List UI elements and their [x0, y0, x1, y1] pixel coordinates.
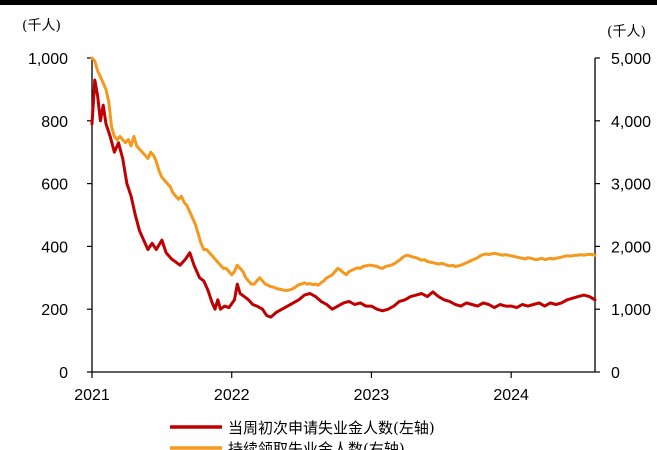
top-border-rule [0, 0, 657, 5]
left-axis-tick-label: 600 [41, 177, 68, 194]
legend-label-continuing-claims: 持续领取失业金人数(右轴) [228, 440, 405, 450]
left-axis-tick-label: 400 [41, 239, 68, 256]
left-y-axis: 0 200 400 600 800 1,000 [28, 51, 93, 382]
right-y-axis: 0 1,000 2,000 3,000 4,000 5,000 [594, 51, 651, 382]
right-axis-unit: (千人) [607, 24, 646, 40]
x-axis-tick-label: 2024 [493, 387, 529, 404]
x-axis-tick-label: 2021 [74, 387, 110, 404]
left-axis-unit: (千人) [22, 18, 61, 34]
left-axis-tick-label: 200 [41, 302, 68, 319]
x-axis-tick-label: 2022 [214, 387, 250, 404]
x-axis-tick-label: 2023 [354, 387, 390, 404]
x-axis: 2021 2022 2023 2024 [74, 371, 595, 404]
right-axis-tick-label: 2,000 [611, 239, 651, 256]
left-axis-tick-label: 800 [41, 114, 68, 131]
series-line-continuing-claims [90, 56, 597, 292]
right-axis-tick-label: 5,000 [611, 51, 651, 68]
legend-item-initial-claims: 当周初次申请失业金人数(左轴) [170, 419, 435, 437]
right-axis-tick-label: 1,000 [611, 302, 651, 319]
left-axis-tick-label: 0 [59, 365, 68, 382]
left-axis-tick-label: 1,000 [28, 51, 68, 68]
right-axis-tick-label: 3,000 [611, 177, 651, 194]
legend-item-continuing-claims: 持续领取失业金人数(右轴) [170, 440, 405, 450]
right-axis-tick-label: 4,000 [611, 114, 651, 131]
legend-label-initial-claims: 当周初次申请失业金人数(左轴) [228, 419, 435, 437]
legend: 当周初次申请失业金人数(左轴) 持续领取失业金人数(右轴) [170, 419, 435, 450]
series-line-initial-claims [90, 78, 597, 319]
right-axis-tick-label: 0 [611, 365, 620, 382]
